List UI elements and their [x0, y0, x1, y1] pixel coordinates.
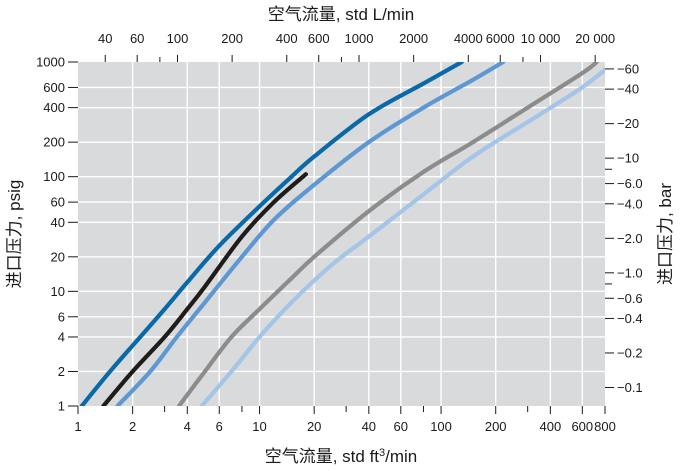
top-axis-title: 空气流量, std L/min — [268, 5, 414, 24]
series-line-1 — [79, 62, 464, 406]
y-tick-label: 60 — [51, 195, 65, 210]
x2-tick-label: 100 — [167, 31, 189, 46]
x2-tick-label: 1000 — [345, 31, 374, 46]
x-tick-label: 100 — [430, 419, 452, 434]
x-tick-label: 600 — [571, 419, 593, 434]
x2-tick-label: 20 000 — [575, 31, 615, 46]
series-line-2 — [101, 172, 308, 406]
x2-tick-label: 2000 — [399, 31, 428, 46]
y-tick-label: 200 — [43, 135, 65, 150]
y2-tick-label: −0.2 — [617, 345, 643, 360]
bottom-axis-title-tail: /min — [385, 447, 417, 466]
x-tick-label: 10 — [252, 419, 266, 434]
y-tick-label: 2 — [58, 364, 65, 379]
series-line-3 — [115, 62, 506, 406]
y-tick-label: 40 — [51, 215, 65, 230]
x-tick-label: 400 — [540, 419, 562, 434]
x2-tick-label: 200 — [221, 31, 243, 46]
y-tick-label: 600 — [43, 80, 65, 95]
y2-tick-label: −0.6 — [617, 291, 643, 306]
x-tick-label: 2 — [129, 419, 136, 434]
bottom-axis-title-sup: 3 — [379, 447, 385, 459]
x-tick-label: 40 — [362, 419, 376, 434]
x-tick-label: 800 — [594, 419, 616, 434]
x2-tick-label: 60 — [130, 31, 144, 46]
y2-tick-label: −60 — [617, 61, 639, 76]
y-tick-label: 1000 — [36, 55, 65, 70]
right-axis-title: 进口压力, bar — [656, 183, 675, 285]
x-tick-label: 4 — [184, 419, 191, 434]
y-tick-label: 4 — [58, 329, 65, 344]
x2-tick-label: 40 — [98, 31, 112, 46]
x2-tick-label: 10 000 — [521, 31, 561, 46]
x-tick-label: 200 — [485, 419, 507, 434]
tick-labels: 1 2 4 6 10 20 40 60 100 200 400 600 8001246102040601… — [36, 31, 643, 434]
x2-tick-label: 400 — [276, 31, 298, 46]
y2-tick-label: −4.0 — [617, 196, 643, 211]
y-tick-label: 6 — [58, 309, 65, 324]
series-line-4 — [176, 62, 599, 406]
y2-tick-label: −6.0 — [617, 176, 643, 191]
x2-tick-label: 6000 — [486, 31, 515, 46]
y2-tick-label: −2.0 — [617, 231, 643, 246]
x2-tick-label: 4000 — [454, 31, 483, 46]
y2-tick-label: −10 — [617, 151, 639, 166]
series-layer — [79, 62, 605, 406]
y2-tick-label: −0.1 — [617, 380, 643, 395]
axis-ticks — [68, 55, 614, 414]
series-line-5 — [199, 67, 605, 406]
y2-tick-label: −0.4 — [617, 311, 643, 326]
y-tick-label: 100 — [43, 169, 65, 184]
bottom-axis-title-main: 空气流量, std ft — [265, 447, 380, 466]
y-tick-label: 400 — [43, 100, 65, 115]
x-tick-label: 20 — [307, 419, 321, 434]
y-tick-label: 20 — [51, 249, 65, 264]
y2-tick-label: −20 — [617, 116, 639, 131]
y2-tick-label: −1.0 — [617, 265, 643, 280]
y-tick-label: 10 — [51, 284, 65, 299]
grid — [78, 62, 605, 406]
x2-tick-label: 600 — [308, 31, 330, 46]
x-tick-label: 6 — [216, 419, 223, 434]
x-tick-label: 1 — [74, 419, 81, 434]
y-tick-label: 1 — [58, 399, 65, 414]
y2-tick-label: −40 — [617, 82, 639, 97]
x-tick-label: 60 — [394, 419, 408, 434]
left-axis-title: 进口压力, psig — [5, 180, 24, 289]
bottom-axis-title: 空气流量, std ft3/min — [265, 447, 418, 466]
